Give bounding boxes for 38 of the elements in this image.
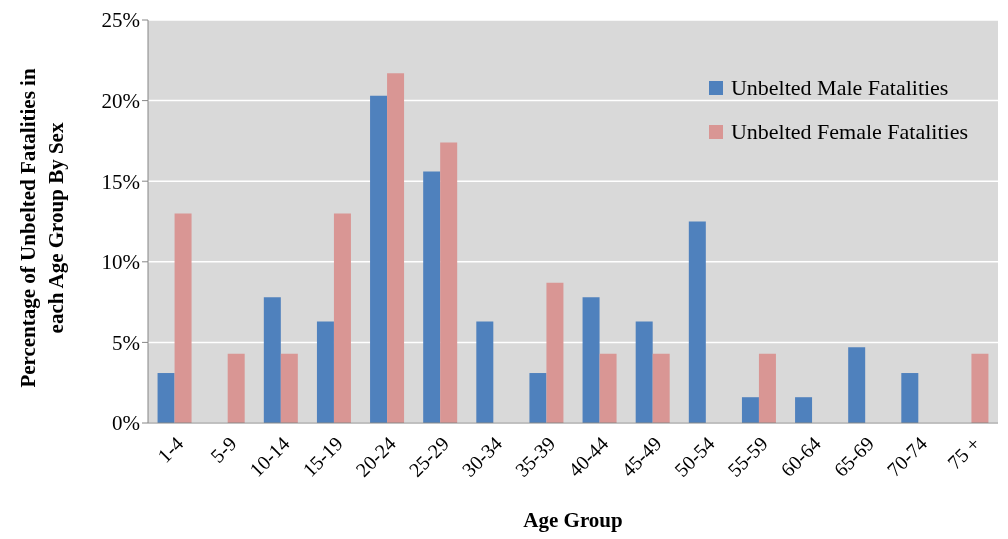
bar	[227, 353, 245, 423]
y-tick-label: 10%	[101, 250, 140, 275]
bar	[529, 373, 547, 423]
y-axis-title: Percentage of Unbelted Fatalities in each Age Group By Sex	[15, 67, 69, 390]
bar	[652, 353, 670, 423]
bar	[795, 397, 813, 423]
legend-label: Unbelted Male Fatalities	[730, 74, 949, 102]
bar	[174, 213, 192, 423]
bar	[476, 321, 494, 423]
legend-label: Unbelted Female Fatalities	[730, 118, 968, 146]
bar	[333, 213, 351, 423]
bar	[582, 297, 600, 423]
x-tick-label: 5-9	[206, 432, 241, 467]
bar	[688, 221, 706, 423]
bar	[423, 171, 441, 423]
bar	[316, 321, 334, 423]
y-tick-label: 5%	[112, 330, 140, 355]
y-tick-label: 20%	[101, 89, 140, 114]
y-tick-label: 25%	[101, 8, 140, 33]
bar	[440, 142, 458, 423]
bar	[758, 353, 776, 423]
bar	[741, 397, 759, 423]
bar	[971, 353, 989, 423]
x-tick-label: 75 +	[943, 432, 985, 474]
bar	[546, 282, 564, 423]
y-tick-label: 15%	[101, 169, 140, 194]
y-tick-label: 0%	[112, 411, 140, 436]
x-tick-label: 1-4	[153, 432, 188, 467]
bar	[901, 373, 919, 423]
bar	[848, 347, 866, 423]
bar	[263, 297, 281, 423]
bar	[635, 321, 653, 423]
x-axis-title: Age Group	[523, 508, 623, 532]
bar	[280, 353, 298, 423]
bar	[157, 373, 175, 423]
bar	[387, 73, 405, 423]
bar	[599, 353, 617, 423]
bar	[370, 95, 388, 423]
